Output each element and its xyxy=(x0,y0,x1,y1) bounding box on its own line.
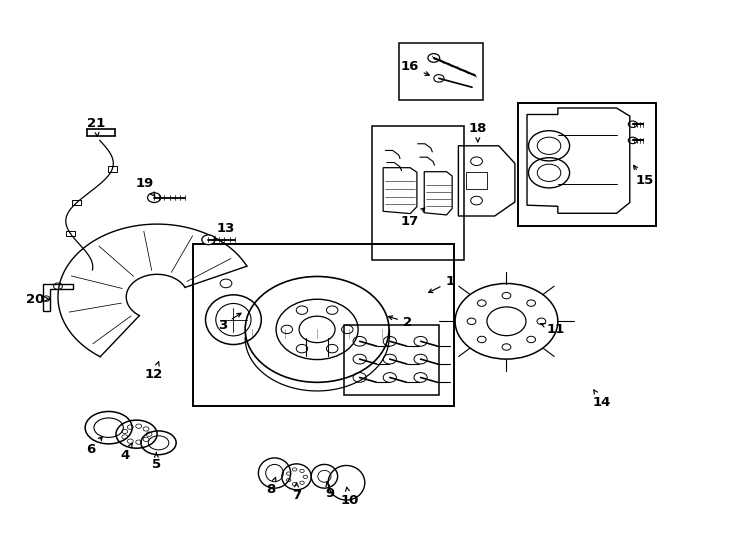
Text: 3: 3 xyxy=(218,313,241,332)
Text: 10: 10 xyxy=(340,487,359,507)
Bar xyxy=(372,126,464,260)
Text: 20: 20 xyxy=(26,293,50,306)
Text: 17: 17 xyxy=(401,208,425,228)
Bar xyxy=(344,325,439,395)
Text: 11: 11 xyxy=(541,323,564,336)
Text: 15: 15 xyxy=(633,165,653,187)
Text: 19: 19 xyxy=(136,177,155,196)
Text: 18: 18 xyxy=(468,122,487,141)
Text: 21: 21 xyxy=(87,117,105,137)
Bar xyxy=(467,172,487,190)
Text: 1: 1 xyxy=(429,275,454,293)
Circle shape xyxy=(148,193,161,202)
Text: 16: 16 xyxy=(400,60,429,76)
Circle shape xyxy=(202,235,215,245)
Bar xyxy=(399,43,483,100)
Bar xyxy=(108,166,117,172)
Text: 13: 13 xyxy=(214,222,235,241)
Bar xyxy=(73,200,81,205)
Circle shape xyxy=(428,53,440,62)
Text: 9: 9 xyxy=(325,482,334,500)
Bar xyxy=(518,103,656,226)
Text: 4: 4 xyxy=(120,443,132,462)
Text: 8: 8 xyxy=(266,477,276,496)
Circle shape xyxy=(434,75,444,82)
Text: 14: 14 xyxy=(592,390,611,409)
Bar xyxy=(193,244,454,406)
Text: 2: 2 xyxy=(388,316,412,329)
Text: 5: 5 xyxy=(152,453,161,471)
Bar xyxy=(66,231,75,237)
Text: 7: 7 xyxy=(292,483,301,502)
Text: 12: 12 xyxy=(145,362,163,381)
Text: 6: 6 xyxy=(87,437,102,456)
